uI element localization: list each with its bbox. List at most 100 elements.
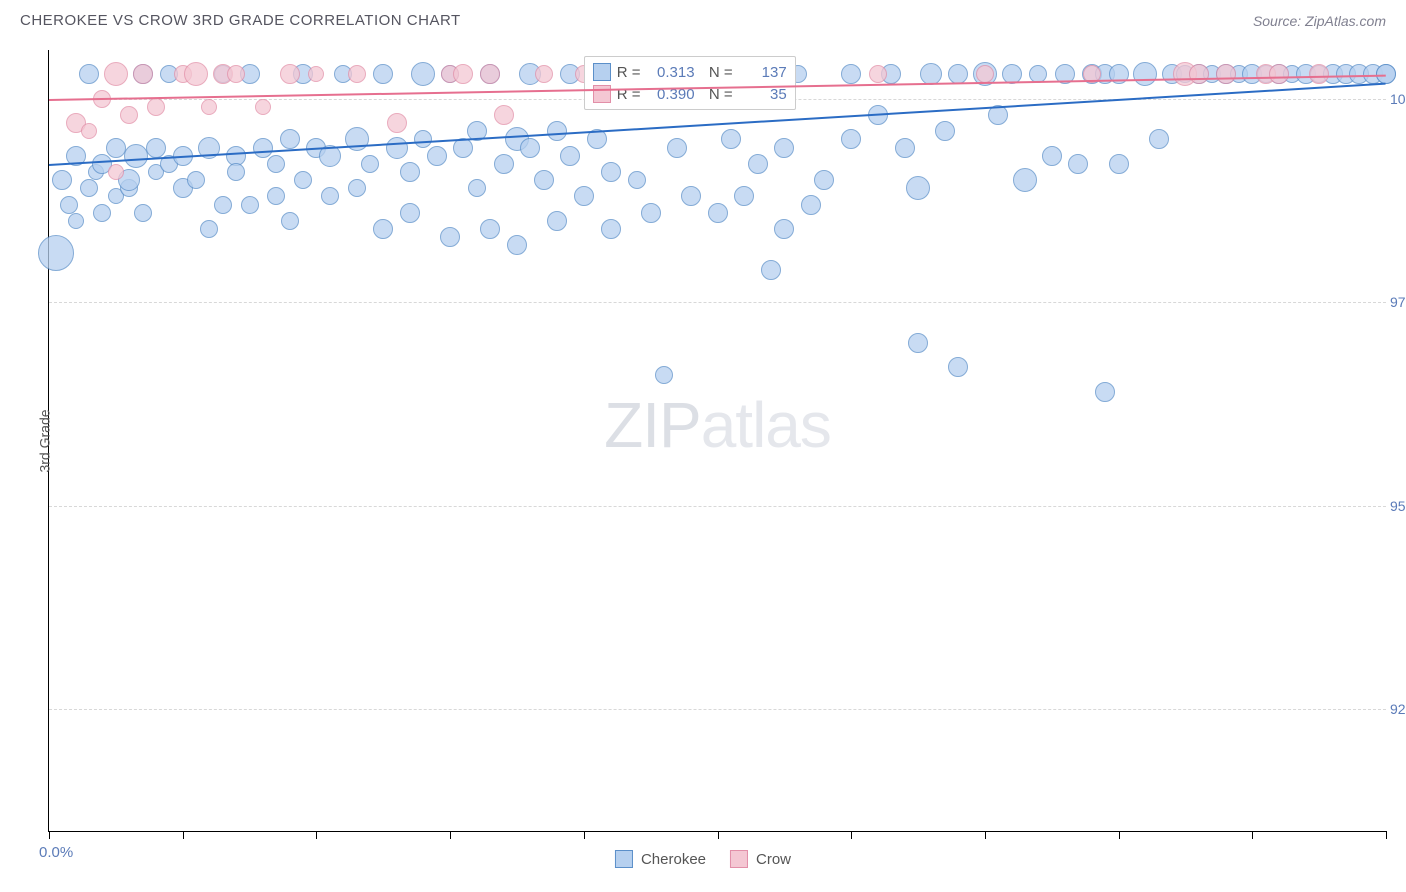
data-point [281,212,299,230]
data-point [280,64,300,84]
header: CHEROKEE VS CROW 3RD GRADE CORRELATION C… [0,0,1406,37]
data-point [601,219,621,239]
stats-legend: R =0.313 N =137R =0.390 N =35 [584,56,796,110]
data-point [480,219,500,239]
data-point [184,62,208,86]
x-tick [584,831,585,839]
data-point [308,66,324,82]
x-min-label: 0.0% [39,844,73,861]
data-point [494,105,514,125]
data-point [241,196,259,214]
data-point [814,170,834,190]
legend-item: Crow [730,850,791,868]
data-point [535,65,553,83]
data-point [601,162,621,182]
x-tick [718,831,719,839]
x-tick [1386,831,1387,839]
data-point [1068,154,1088,174]
data-point [1309,64,1329,84]
gridline [49,506,1386,507]
legend-swatch [615,850,633,868]
data-point [1133,62,1157,86]
legend-swatch [593,85,611,103]
data-point [1189,64,1209,84]
data-point [38,235,74,271]
y-tick-label: 97.5% [1390,294,1406,310]
data-point [976,65,994,83]
data-point [908,333,928,353]
data-point [895,138,915,158]
data-point [774,219,794,239]
stats-legend-row: R = 0.313 N = 137 [593,61,787,83]
data-point [1109,154,1129,174]
legend-label: Cherokee [641,851,706,868]
y-tick-label: 95.0% [1390,498,1406,514]
data-point [134,204,152,222]
data-point [124,144,148,168]
x-tick [316,831,317,839]
stat-n-value: 137 [739,64,787,81]
plot-area: ZIPatlas 92.5%95.0%97.5%100.0%R =0.313 N… [49,50,1386,831]
data-point [93,204,111,222]
data-point [79,64,99,84]
stat-r-value: 0.313 [647,64,695,81]
data-point [227,163,245,181]
x-tick [450,831,451,839]
data-point [133,64,153,84]
data-point [655,366,673,384]
source-label: Source: ZipAtlas.com [1253,13,1386,29]
y-tick-label: 92.5% [1390,701,1406,717]
data-point [373,64,393,84]
data-point [348,179,366,197]
data-point [520,138,540,158]
data-point [146,138,166,158]
data-point [761,260,781,280]
data-point [414,130,432,148]
data-point [574,186,594,206]
data-point [1216,64,1236,84]
data-point [774,138,794,158]
data-point [468,179,486,197]
legend-swatch [593,63,611,81]
data-point [214,196,232,214]
legend-label: Crow [756,851,791,868]
watermark: ZIPatlas [604,388,831,462]
data-point [321,187,339,205]
x-tick [49,831,50,839]
data-point [68,213,84,229]
data-point [440,227,460,247]
data-point [801,195,821,215]
data-point [255,99,271,115]
stat-n-label: N = [701,64,733,81]
data-point [1013,168,1037,192]
data-point [507,235,527,255]
chart-container: 3rd Grade ZIPatlas 92.5%95.0%97.5%100.0%… [48,50,1386,832]
data-point [1042,146,1062,166]
gridline [49,709,1386,710]
data-point [400,162,420,182]
data-point [294,171,312,189]
data-point [120,106,138,124]
data-point [81,123,97,139]
chart-title: CHEROKEE VS CROW 3RD GRADE CORRELATION C… [20,12,461,29]
gridline [49,302,1386,303]
y-tick-label: 100.0% [1390,91,1406,107]
data-point [80,179,98,197]
data-point [361,155,379,173]
data-point [387,113,407,133]
data-point [453,64,473,84]
data-point [345,127,369,151]
data-point [60,196,78,214]
data-point [267,187,285,205]
data-point [227,65,245,83]
x-tick [183,831,184,839]
data-point [667,138,687,158]
stat-r-label: R = [617,64,641,81]
data-point [411,62,435,86]
data-point [106,138,126,158]
data-point [400,203,420,223]
data-point [841,64,861,84]
data-point [480,64,500,84]
data-point [734,186,754,206]
data-point [547,211,567,231]
